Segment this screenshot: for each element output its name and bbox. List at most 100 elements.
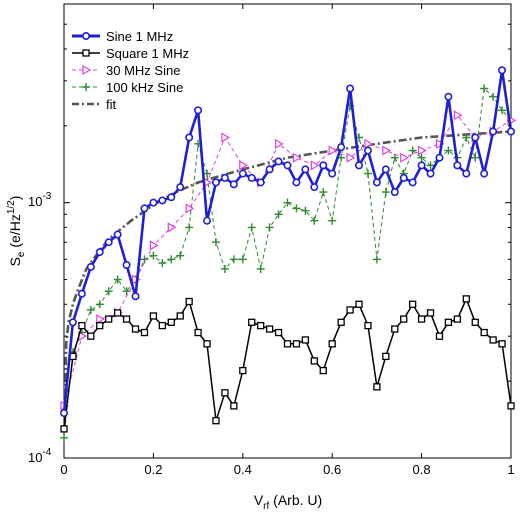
legend-label-30mhz-sine: 30 MHz Sine (106, 63, 180, 78)
data-point (328, 145, 338, 156)
plot-area (63, 3, 512, 459)
data-point (185, 133, 194, 142)
data-point (149, 312, 158, 320)
data-point (400, 315, 408, 323)
data-point (381, 188, 390, 197)
data-point (346, 152, 356, 163)
data-point (105, 315, 113, 323)
data-point (372, 178, 381, 187)
data-point (390, 188, 399, 197)
legend-label-100khz-sine: 100 kHz Sine (106, 80, 183, 95)
data-point (220, 173, 229, 182)
data-point (310, 357, 318, 365)
x-tick-label: 0.4 (234, 462, 252, 477)
legend-label-sine-1mhz: Sine 1 MHz (106, 29, 173, 44)
data-point (87, 332, 95, 340)
data-point (301, 165, 310, 174)
data-point (247, 173, 256, 182)
data-point (453, 315, 462, 323)
data-point (185, 203, 195, 214)
data-point (274, 328, 283, 337)
legend-entry-30mhz-sine: 30 MHz Sine (72, 63, 180, 78)
data-point (426, 169, 435, 178)
x-tick-label: 1 (507, 462, 514, 477)
data-point (60, 433, 68, 442)
data-point (319, 188, 328, 197)
data-point (96, 314, 105, 325)
data-point (283, 340, 292, 348)
data-point (122, 261, 131, 270)
data-point (390, 153, 399, 162)
data-point (480, 84, 489, 93)
data-point (220, 264, 229, 273)
legend-entry-100khz-sine: 100 kHz Sine (72, 80, 183, 95)
data-point (113, 309, 122, 317)
data-point (435, 332, 444, 340)
data-point (167, 255, 176, 264)
data-point (194, 106, 203, 115)
data-point (248, 318, 256, 326)
data-point (444, 146, 453, 155)
data-point (131, 325, 140, 333)
data-point (176, 312, 184, 320)
data-point (301, 206, 310, 215)
data-point (399, 173, 408, 182)
data-point (274, 138, 284, 149)
data-point (417, 315, 426, 323)
data-point (462, 295, 470, 303)
legend-entry-square-1mhz: Square 1 MHz (72, 46, 189, 61)
data-point (417, 153, 426, 162)
legend-entry-fit: fit (72, 97, 117, 112)
data-point (283, 161, 292, 170)
data-point (86, 305, 95, 314)
data-point (301, 336, 310, 344)
data-point (95, 300, 104, 309)
data-point (59, 409, 68, 418)
data-point (391, 325, 399, 333)
data-point (453, 110, 463, 121)
data-point (131, 292, 140, 301)
data-point (283, 198, 292, 207)
y-tick-label-1e-4: 10-4 (28, 447, 52, 465)
data-point (400, 152, 409, 163)
data-point (310, 216, 319, 225)
data-point (230, 402, 238, 410)
data-point (229, 255, 238, 264)
data-point (453, 161, 462, 170)
data-point (498, 66, 507, 75)
data-point (149, 251, 158, 260)
data-point (167, 318, 175, 326)
data-point (498, 340, 506, 348)
data-point (328, 216, 337, 225)
data-point (158, 321, 166, 330)
data-point (176, 251, 185, 260)
data-point (408, 178, 417, 187)
data-point (140, 255, 149, 264)
data-point (346, 306, 354, 314)
data-point (382, 352, 390, 361)
data-point (167, 193, 176, 202)
data-point (167, 222, 177, 233)
data-point (381, 165, 390, 174)
data-point (471, 133, 480, 142)
data-point (489, 127, 498, 136)
data-point (238, 169, 247, 178)
data-point (274, 157, 283, 166)
data-point (149, 240, 159, 251)
data-point (292, 152, 302, 163)
data-point (489, 92, 498, 101)
data-point (257, 321, 265, 330)
data-point (221, 132, 231, 143)
data-point (274, 210, 283, 219)
data-point (292, 204, 301, 213)
data-point (176, 183, 185, 192)
data-point (319, 366, 327, 375)
data-point (265, 325, 274, 333)
data-point (462, 169, 471, 178)
data-point (203, 340, 211, 348)
data-point (435, 153, 444, 162)
data-point (256, 178, 265, 187)
data-point (229, 180, 238, 189)
data-point (265, 165, 274, 174)
